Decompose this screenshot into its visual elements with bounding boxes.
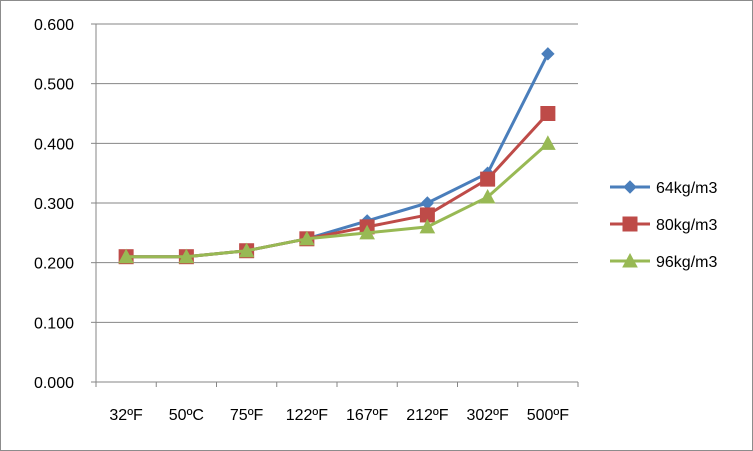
data-point-marker [420,196,435,210]
data-point-marker [479,188,496,204]
y-tick-label: 0.400 [34,136,74,153]
y-tick-label: 0.500 [34,77,74,94]
series-80kg/m3 [118,106,556,265]
y-tick-label: 0.200 [34,256,74,273]
axes [91,23,579,387]
series-lines [118,47,556,265]
legend-entry: 80kg/m3 [610,216,717,234]
x-tick-label: 500ºF [527,407,570,424]
x-tick-label: 32ºF [109,407,143,424]
legend-label: 64kg/m3 [656,180,717,197]
x-axis-tick-labels: 32ºF 50ºC 75ºF 122ºF 167ºF 212ºF 302ºF 500ºF [109,407,569,424]
data-point-marker [238,242,255,258]
data-point-marker [541,47,555,61]
y-tick-label: 0.000 [34,375,74,392]
y-axis-tick-labels: 0.000 0.100 0.200 0.300 0.400 0.500 0.600 [34,17,74,392]
data-point-marker [480,171,496,187]
legend-marker [622,252,638,268]
data-point-marker [118,248,134,264]
series-line [126,53,550,259]
series-96kg/m3 [118,135,556,264]
y-tick-label: 0.300 [34,196,74,213]
x-tick-label: 302ºF [466,407,509,424]
legend-entry: 64kg/m3 [610,180,717,197]
data-point-marker [359,224,375,240]
series-line [126,142,549,259]
x-tick-label: 212ºF [406,407,449,424]
legend-label: 80kg/m3 [656,217,717,234]
legend-marker [622,216,638,232]
data-point-marker [178,248,195,264]
data-point-marker [540,106,556,121]
gridlines [96,23,578,323]
data-point-marker [540,135,556,150]
data-point-marker [419,218,436,234]
x-tick-label: 122ºF [286,407,329,424]
data-point-marker [299,230,315,246]
x-tick-label: 75ºF [230,407,264,424]
y-tick-label: 0.600 [34,17,74,34]
legend-label: 96kg/m3 [656,254,717,271]
legend-marker [623,180,637,194]
x-tick-label: 50ºC [169,407,204,424]
x-tick-label: 167ºF [346,407,389,424]
y-tick-label: 0.100 [34,315,74,332]
legend-entry: 96kg/m3 [610,252,717,271]
series-64kg/m3 [119,47,555,264]
legend: 64kg/m3 80kg/m3 96kg/m3 [610,180,717,271]
